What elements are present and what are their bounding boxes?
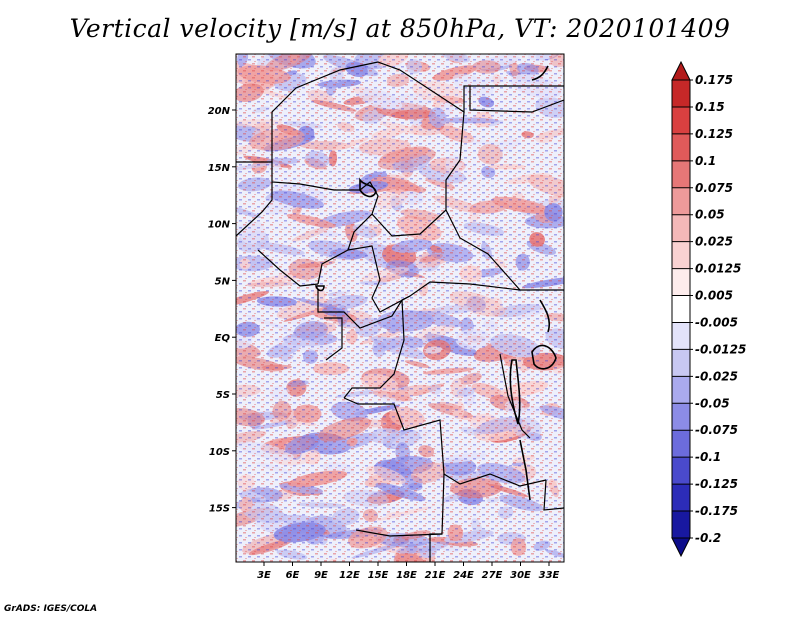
colorbar: 0.175 0.15 0.125 0.1 0.075 0.05 0.025 0.0125 0.0… (671, 60, 746, 558)
lat-tick-label: 10S (209, 447, 230, 458)
lat-tick-label: 5S (216, 390, 230, 401)
colorbar-swatch (672, 322, 690, 350)
colorbar-swatch (672, 80, 690, 108)
lat-tick-label: 15S (209, 504, 230, 515)
plot-frame (235, 53, 565, 563)
colorbar-swatch (672, 349, 690, 377)
colorbar-swatch (672, 376, 690, 404)
colorbar-max-arrow (671, 60, 691, 81)
colorbar-swatch (672, 133, 690, 162)
colorbar-swatch (672, 403, 690, 431)
colorbar-swatch (672, 241, 690, 269)
colorbar-level-label: -0.075 (695, 423, 738, 437)
colorbar-level-label: 0.15 (695, 100, 725, 114)
lon-tick-label: 15E (368, 570, 389, 581)
lon-tick-label: 21E (425, 570, 446, 581)
country-borders (236, 61, 564, 562)
colorbar-swatch (672, 457, 690, 485)
grads-credit: GrADS: IGES/COLA (4, 604, 98, 614)
colorbar-level-label: 0.075 (695, 181, 733, 195)
colorbar-level-label: 0.0125 (695, 262, 741, 276)
colorbar-level-label: -0.2 (695, 531, 721, 545)
colorbar-swatch (672, 187, 690, 215)
colorbar-swatch (672, 295, 690, 323)
colorbar-level-label: 0.025 (695, 235, 733, 249)
colorbar-swatch (672, 430, 690, 458)
colorbar-swatch (672, 160, 690, 189)
lon-tick-label: 3E (257, 570, 271, 581)
colorbar-swatch (672, 511, 690, 539)
lon-tick-label: 9E (314, 570, 328, 581)
colorbar-min-arrow (671, 537, 691, 558)
lon-tick-label: 27E (482, 570, 503, 581)
colorbar-level-label: 0.1 (695, 154, 716, 168)
lat-tick-label: 10N (208, 220, 231, 231)
lon-tick-label: 30E (510, 570, 531, 581)
lat-tick-label: 20N (208, 106, 231, 117)
colorbar-level-label: 0.175 (695, 73, 733, 87)
colorbar-swatch (672, 106, 690, 135)
colorbar-level-label: -0.005 (695, 315, 738, 329)
colorbar-level-label: -0.125 (695, 477, 738, 491)
vertical-velocity-field (236, 54, 564, 562)
lon-tick-label: 24E (453, 570, 474, 581)
colorbar-level-label: -0.175 (695, 504, 738, 518)
colorbar-level-label: -0.025 (695, 369, 738, 383)
lat-tick-label: 15N (208, 163, 231, 174)
colorbar-level-label: -0.05 (695, 396, 730, 410)
colorbar-swatch (672, 214, 690, 242)
longitude-axis: 3E 6E 9E 12E 15E 18E 21E 24E 27E 30E 33E (257, 562, 560, 581)
lon-tick-label: 18E (396, 570, 417, 581)
colorbar-level-label: 0.05 (695, 208, 725, 222)
lat-tick-label: EQ (215, 333, 231, 344)
colorbar-level-label: 0.125 (695, 127, 733, 141)
latitude-axis: 20N 15N 10N 5N EQ 5S 10S 15S (208, 106, 236, 515)
map-title: Vertical velocity [m/s] at 850hPa, VT: 2… (69, 14, 731, 43)
lon-tick-label: 6E (286, 570, 300, 581)
lat-tick-label: 5N (215, 276, 231, 287)
colorbar-level-label: 0.005 (695, 289, 733, 303)
lon-tick-label: 33E (539, 570, 560, 581)
lakes-and-coast (314, 65, 557, 501)
colorbar-swatch (672, 268, 690, 296)
colorbar-swatch (672, 484, 690, 512)
colorbar-level-label: -0.1 (695, 450, 721, 464)
lon-tick-label: 12E (339, 570, 360, 581)
colorbar-level-label: -0.0125 (695, 342, 746, 356)
